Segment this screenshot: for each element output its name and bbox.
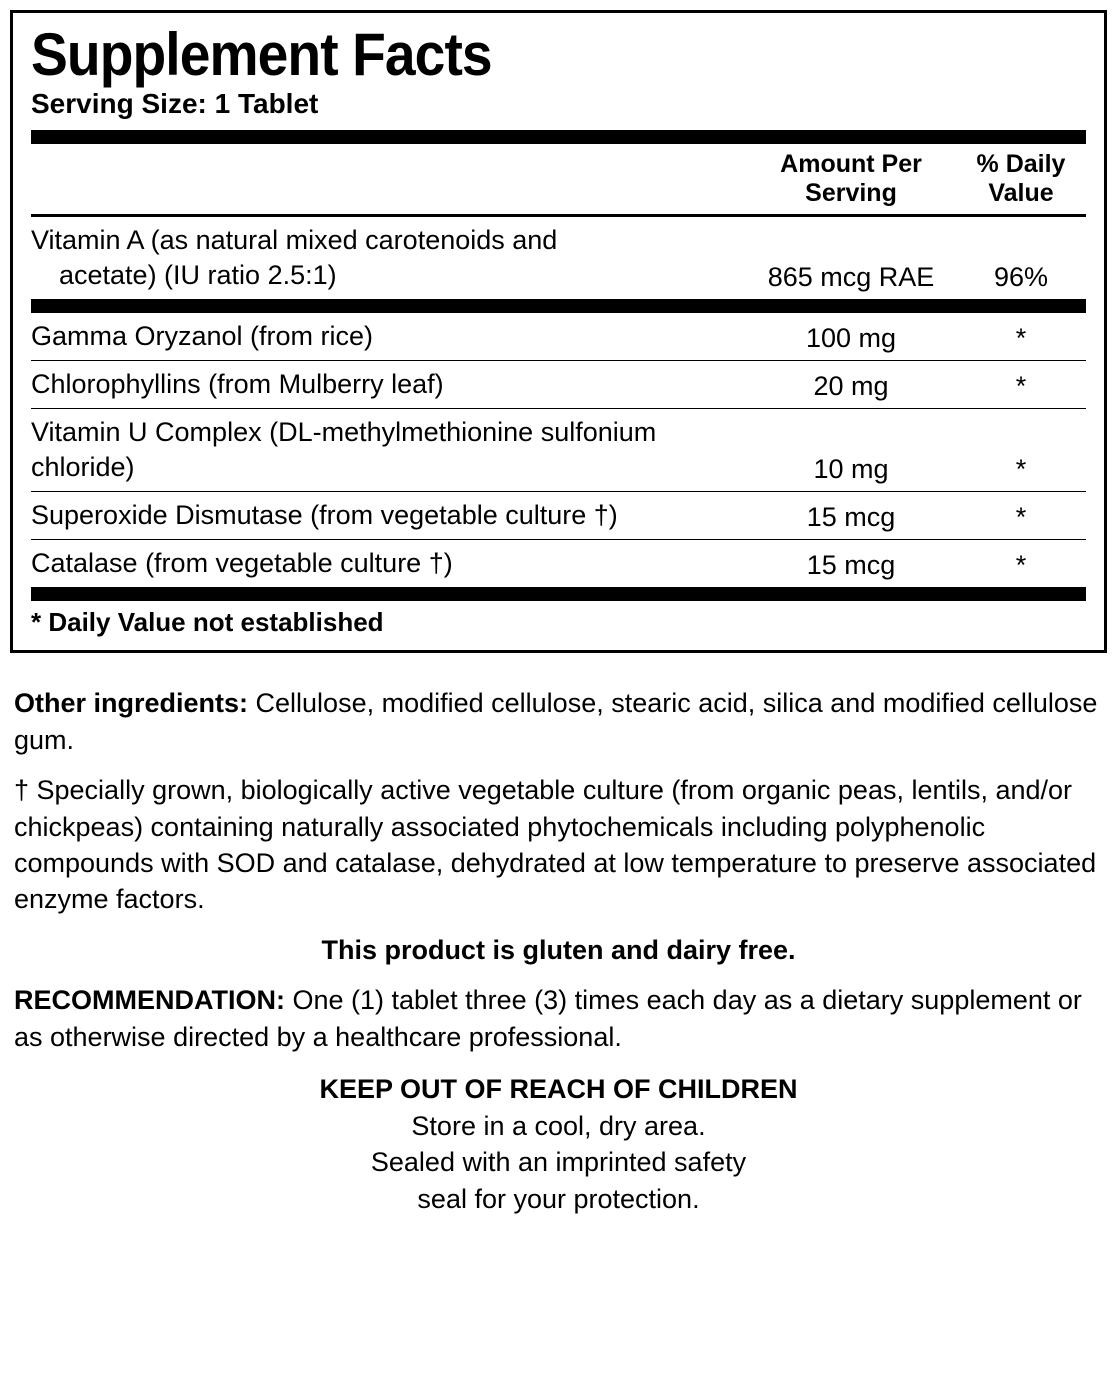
table-row: Vitamin A (as natural mixed carotenoids …	[31, 217, 1086, 299]
ingredient-name: Chlorophyllins (from Mulberry leaf)	[31, 367, 746, 402]
panel-title: Supplement Facts	[31, 23, 1002, 86]
table-row: Catalase (from vegetable culture †) 15 m…	[31, 540, 1086, 587]
supplement-facts-panel: Supplement Facts Serving Size: 1 Tablet …	[10, 10, 1107, 653]
ingredient-amount: 15 mcg	[746, 550, 956, 581]
header-amount-l2: Serving	[805, 179, 897, 207]
storage-line: Sealed with an imprinted safety	[14, 1144, 1103, 1180]
storage-line: Store in a cool, dry area.	[14, 1108, 1103, 1144]
table-row: Superoxide Dismutase (from vegetable cul…	[31, 492, 1086, 540]
ingredient-name: Superoxide Dismutase (from vegetable cul…	[31, 498, 746, 533]
table-header: Amount Per Serving % Daily Value	[31, 144, 1086, 217]
ingredient-amount: 865 mcg RAE	[746, 262, 956, 293]
table-row: Gamma Oryzanol (from rice) 100 mg *	[31, 313, 1086, 361]
recommendation-label: RECOMMENDATION:	[14, 985, 285, 1015]
other-ingredients-label: Other ingredients:	[14, 688, 248, 718]
serving-size: Serving Size: 1 Tablet	[31, 88, 1086, 120]
other-ingredients: Other ingredients: Cellulose, modified c…	[14, 685, 1103, 758]
ingredient-dv: *	[956, 454, 1086, 485]
ingredient-name: Catalase (from vegetable culture †)	[31, 546, 746, 581]
serving-value: 1 Tablet	[215, 88, 319, 119]
ingredient-dv: *	[956, 371, 1086, 402]
header-amount-l1: Amount Per	[780, 150, 922, 178]
storage-block: KEEP OUT OF REACH OF CHILDREN Store in a…	[14, 1071, 1103, 1217]
storage-line: seal for your protection.	[14, 1181, 1103, 1217]
header-dv-l2: Value	[988, 179, 1053, 207]
free-from-statement: This product is gluten and dairy free.	[14, 932, 1103, 968]
ingredient-name-l1: Vitamin A (as natural mixed carotenoids …	[31, 225, 557, 255]
table-row: Chlorophyllins (from Mulberry leaf) 20 m…	[31, 361, 1086, 409]
rule-thick	[31, 587, 1086, 601]
table-row: Vitamin U Complex (DL-methylmethionine s…	[31, 409, 1086, 492]
ingredient-dv: *	[956, 323, 1086, 354]
ingredient-name: Vitamin U Complex (DL-methylmethionine s…	[31, 415, 746, 485]
rule-thick	[31, 299, 1086, 313]
recommendation: RECOMMENDATION: One (1) tablet three (3)…	[14, 982, 1103, 1055]
serving-label: Serving Size:	[31, 88, 207, 119]
ingredient-amount: 20 mg	[746, 371, 956, 402]
ingredient-dv: *	[956, 550, 1086, 581]
ingredient-amount: 15 mcg	[746, 502, 956, 533]
ingredient-name: Gamma Oryzanol (from rice)	[31, 319, 746, 354]
ingredient-amount: 100 mg	[746, 323, 956, 354]
keep-out-warning: KEEP OUT OF REACH OF CHILDREN	[14, 1071, 1103, 1107]
header-dv: % Daily Value	[956, 150, 1086, 208]
header-dv-l1: % Daily	[977, 150, 1066, 178]
ingredient-amount: 10 mg	[746, 454, 956, 485]
ingredient-name-l2: acetate) (IU ratio 2.5:1)	[31, 258, 746, 293]
ingredient-dv: *	[956, 502, 1086, 533]
header-amount: Amount Per Serving	[746, 150, 956, 208]
rule-thick	[31, 130, 1086, 144]
ingredient-name: Vitamin A (as natural mixed carotenoids …	[31, 223, 746, 293]
below-panel: Other ingredients: Cellulose, modified c…	[10, 653, 1107, 1217]
dv-footnote: * Daily Value not established	[31, 601, 1086, 640]
ingredient-dv: 96%	[956, 262, 1086, 293]
dagger-note: † Specially grown, biologically active v…	[14, 772, 1103, 918]
